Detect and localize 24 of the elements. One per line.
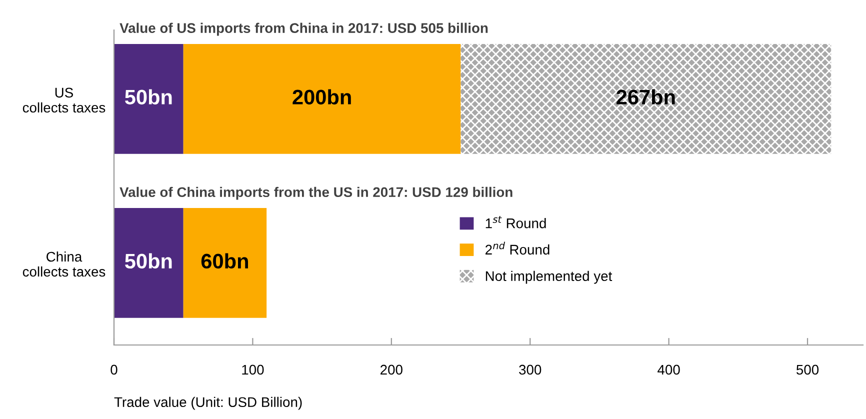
bar — [114, 208, 184, 318]
x-tick-label: 400 — [658, 364, 680, 375]
data-label: 50bn — [125, 89, 172, 104]
data-label: 60bn — [201, 253, 248, 269]
bar — [183, 44, 461, 154]
legend-label: 2$^{nd}$ Round — [486, 242, 550, 255]
x-axis-title: Trade value (Unit: USD Billion) — [114, 396, 302, 410]
bar — [460, 44, 832, 154]
y-tick-label: US collects taxes — [22, 88, 106, 113]
annotation: Value of China imports from the US in 2017: USD 129 billion — [120, 186, 512, 200]
annotation: Value of US imports from China in 2017: USD 505 billion — [120, 22, 488, 36]
y-tick-label: China collects taxes — [22, 251, 106, 277]
data-label: 50bn — [125, 253, 172, 269]
bar — [183, 208, 267, 318]
x-tick-label: 300 — [519, 364, 542, 375]
data-label: 200bn — [292, 89, 351, 104]
data-label: 267bn — [616, 89, 675, 104]
x-tick-label: 0 — [110, 364, 118, 375]
legend-label: 1$^{st}$ Round — [486, 216, 546, 228]
x-tick-label: 500 — [796, 364, 819, 375]
legend-label: Not implemented yet — [486, 270, 612, 284]
x-tick-label: 200 — [380, 364, 402, 375]
bar — [114, 44, 184, 154]
x-tick-label: 100 — [242, 364, 264, 375]
